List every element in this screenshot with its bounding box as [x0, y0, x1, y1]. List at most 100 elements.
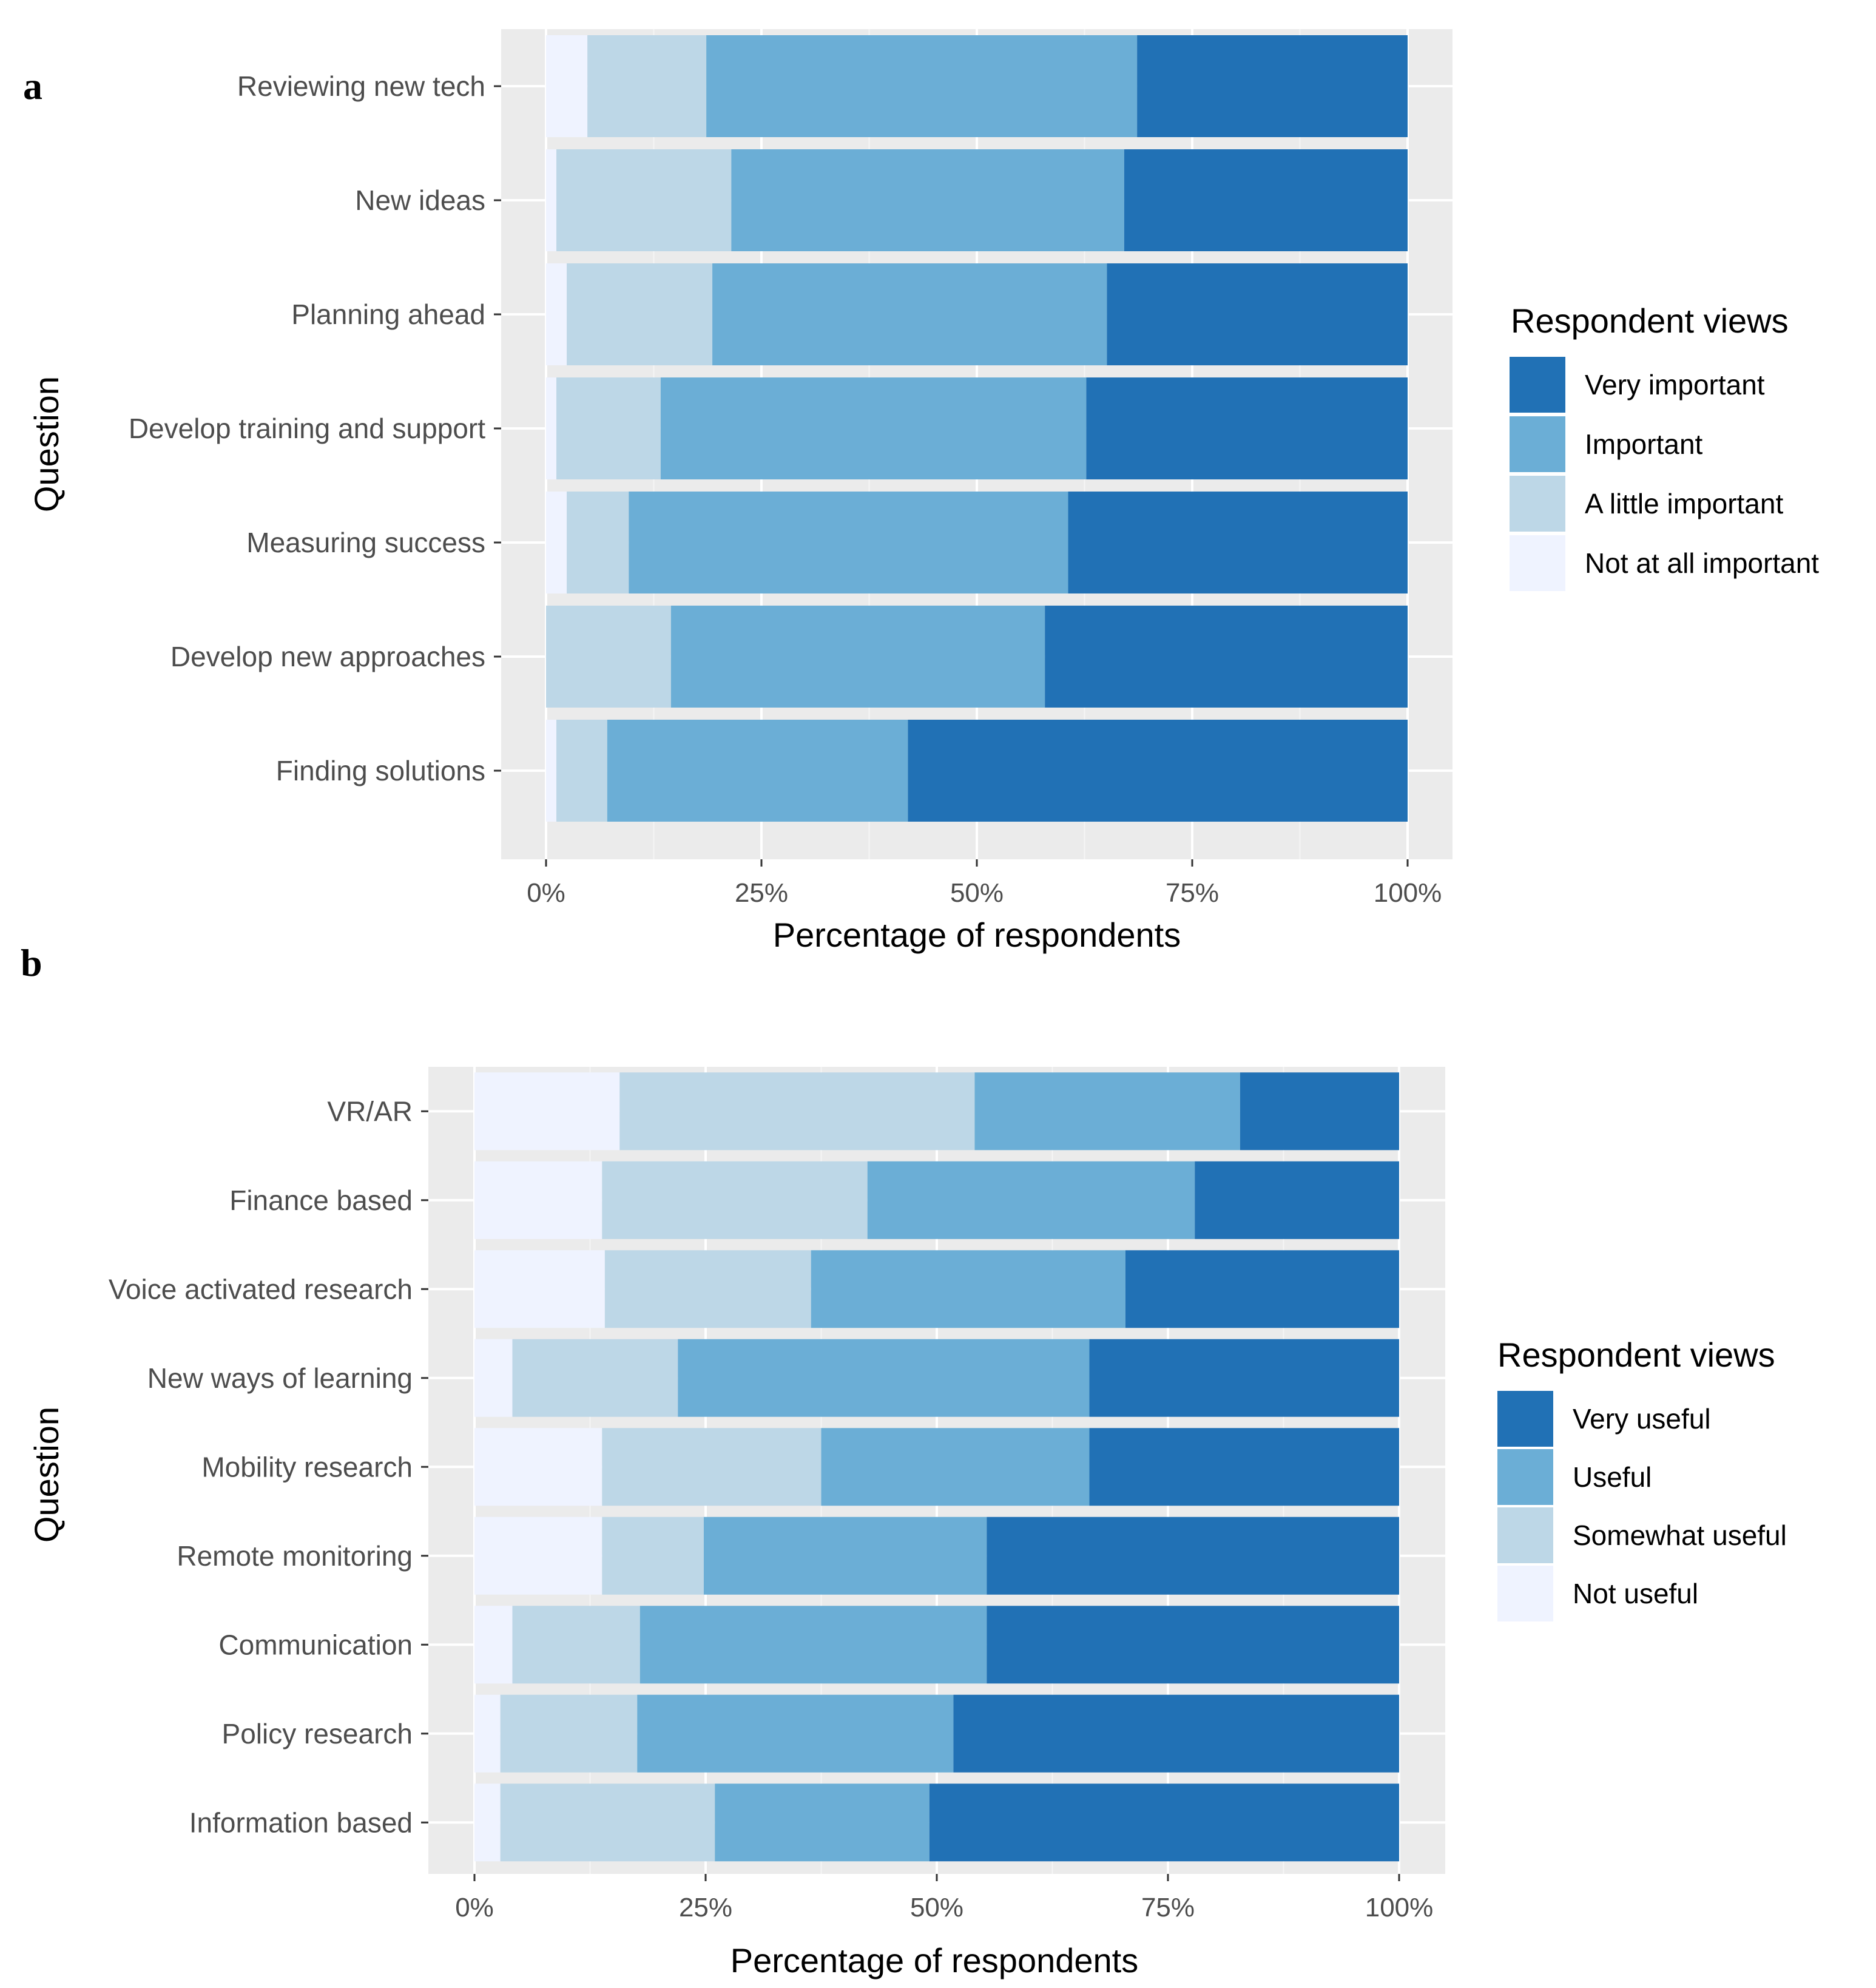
x-tick-label: 75% — [1141, 1893, 1195, 1922]
bar-segment-communication-somewhat-useful — [512, 1606, 640, 1684]
bar-segment-vr-ar-somewhat-useful — [619, 1072, 975, 1151]
legend-label-not-useful: Not useful — [1573, 1578, 1698, 1609]
bar-segment-remote-monitoring-not-useful — [474, 1516, 602, 1595]
legend-key-useful — [1497, 1449, 1553, 1505]
category-label-planning-ahead: Planning ahead — [291, 299, 485, 330]
x-tick-label: 100% — [1365, 1893, 1434, 1922]
bar-segment-information-based-not-useful — [474, 1783, 501, 1862]
bar-segment-planning-ahead-very-important — [1107, 263, 1408, 365]
bar-segment-planning-ahead-a-little-important — [567, 263, 713, 365]
legend-label-somewhat-useful: Somewhat useful — [1573, 1520, 1787, 1551]
category-label-finding-solutions: Finding solutions — [276, 755, 485, 786]
bar-segment-vr-ar-not-useful — [474, 1072, 620, 1151]
bar-segment-remote-monitoring-somewhat-useful — [602, 1516, 704, 1595]
category-label-reviewing-new-tech: Reviewing new tech — [237, 70, 485, 102]
category-label-communication: Communication — [218, 1629, 413, 1660]
bar-segment-voice-activated-research-very-useful — [1125, 1250, 1399, 1328]
bar-segment-voice-activated-research-somewhat-useful — [604, 1250, 811, 1328]
legend-label-useful: Useful — [1573, 1461, 1652, 1493]
bar-segment-new-ways-of-learning-useful — [678, 1339, 1090, 1417]
bar-segment-new-ways-of-learning-somewhat-useful — [512, 1339, 678, 1417]
y-axis-title-a: Question — [27, 376, 66, 512]
x-tick-label: 50% — [910, 1893, 963, 1922]
bar-segment-develop-training-and-support-very-important — [1086, 377, 1408, 479]
y-axis-title-b: Question — [27, 1407, 66, 1543]
bar-segment-mobility-research-very-useful — [1089, 1428, 1399, 1506]
bar-segment-vr-ar-useful — [974, 1072, 1240, 1151]
category-label-new-ideas: New ideas — [355, 184, 485, 216]
bar-segment-planning-ahead-not-at-all-important — [546, 263, 567, 365]
bar-segment-new-ideas-a-little-important — [556, 149, 732, 251]
legend-key-not-useful — [1497, 1566, 1553, 1621]
bars-a — [546, 35, 1408, 822]
bar-segment-policy-research-somewhat-useful — [500, 1694, 638, 1773]
x-tick-label: 0% — [527, 878, 565, 908]
category-label-develop-training-and-support: Develop training and support — [129, 413, 485, 444]
legend-key-a-little-important — [1510, 476, 1565, 532]
bar-segment-develop-new-approaches-important — [670, 606, 1045, 708]
bar-segment-new-ideas-not-at-all-important — [546, 149, 557, 251]
bar-segment-finance-based-useful — [867, 1161, 1195, 1239]
category-label-voice-activated-research: Voice activated research — [109, 1273, 413, 1305]
legend-key-not-at-all-important — [1510, 535, 1565, 591]
bar-segment-finance-based-very-useful — [1195, 1161, 1399, 1239]
x-ticks-a: 0% 25% 50% 75% 100% — [527, 859, 1442, 908]
legend-label-important: Important — [1585, 428, 1703, 460]
bar-segment-mobility-research-somewhat-useful — [602, 1428, 822, 1506]
bar-segment-information-based-somewhat-useful — [500, 1783, 715, 1862]
bar-segment-reviewing-new-tech-very-important — [1137, 35, 1408, 137]
legend-key-very-useful — [1497, 1391, 1553, 1447]
x-tick-label: 50% — [950, 878, 1004, 908]
bar-segment-remote-monitoring-useful — [703, 1516, 987, 1595]
chart-panel-a: a Reviewing new tech New ideas Planning ah… — [23, 29, 1819, 954]
bar-segment-measuring-success-important — [629, 492, 1068, 593]
x-tick-label: 0% — [455, 1893, 494, 1922]
bar-segment-new-ways-of-learning-not-useful — [474, 1339, 513, 1417]
category-label-policy-research: Policy research — [222, 1718, 413, 1750]
bar-segment-voice-activated-research-useful — [811, 1250, 1125, 1328]
legend-key-important — [1510, 416, 1565, 472]
category-label-information-based: Information based — [189, 1807, 413, 1838]
bar-segment-measuring-success-very-important — [1068, 492, 1408, 593]
bars-b — [474, 1072, 1399, 1862]
bar-segment-information-based-very-useful — [929, 1783, 1399, 1862]
category-label-measuring-success: Measuring success — [246, 527, 485, 558]
bar-segment-voice-activated-research-not-useful — [474, 1250, 605, 1328]
bar-segment-measuring-success-not-at-all-important — [546, 492, 567, 593]
bar-segment-finding-solutions-important — [607, 720, 908, 822]
legend-title-b: Respondent views — [1497, 1336, 1775, 1374]
x-tick-label: 100% — [1374, 878, 1442, 908]
x-tick-label: 25% — [679, 1893, 732, 1922]
category-labels-b: VR/AR Finance based Voice activated resear… — [109, 1095, 428, 1838]
bar-segment-develop-new-approaches-a-little-important — [546, 606, 671, 708]
bar-segment-finance-based-not-useful — [474, 1161, 602, 1239]
bar-segment-new-ideas-very-important — [1124, 149, 1408, 251]
panel-label-b: b — [21, 941, 42, 984]
legend-a: Respondent views Very important Important… — [1510, 302, 1819, 591]
bar-segment-develop-training-and-support-important — [660, 377, 1087, 479]
legend-title-a: Respondent views — [1511, 302, 1789, 340]
bar-segment-policy-research-not-useful — [474, 1694, 501, 1773]
bar-segment-information-based-useful — [715, 1783, 930, 1862]
x-axis-title-b: Percentage of respondents — [730, 1941, 1138, 1980]
category-label-vr-ar: VR/AR — [327, 1095, 413, 1127]
bar-segment-reviewing-new-tech-a-little-important — [587, 35, 707, 137]
legend-label-not-at-all-important: Not at all important — [1585, 547, 1819, 579]
x-axis-title-a: Percentage of respondents — [773, 916, 1181, 954]
bar-segment-reviewing-new-tech-important — [706, 35, 1138, 137]
bar-segment-communication-very-useful — [987, 1606, 1399, 1684]
bar-segment-mobility-research-useful — [821, 1428, 1090, 1506]
legend-label-very-useful: Very useful — [1573, 1403, 1711, 1435]
panel-label-a: a — [23, 64, 42, 107]
bar-segment-remote-monitoring-very-useful — [987, 1516, 1399, 1595]
chart-panel-b: b VR/AR Finance based Voice activated rese… — [21, 941, 1787, 1980]
x-tick-label: 25% — [735, 878, 788, 908]
bar-segment-finance-based-somewhat-useful — [602, 1161, 868, 1239]
category-label-new-ways-of-learning: New ways of learning — [147, 1362, 413, 1394]
category-label-finance-based: Finance based — [229, 1185, 413, 1216]
bar-segment-policy-research-useful — [637, 1694, 954, 1773]
bar-segment-communication-not-useful — [474, 1606, 513, 1684]
bar-segment-planning-ahead-important — [712, 263, 1107, 365]
category-labels-a: Reviewing new tech New ideas Planning ahea… — [129, 70, 501, 786]
